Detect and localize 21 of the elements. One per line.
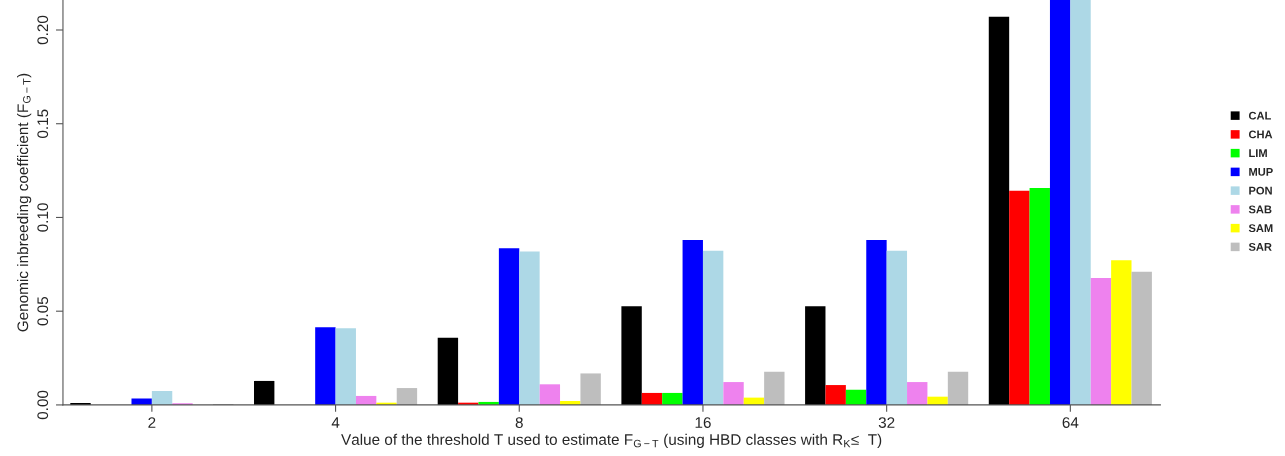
x-tick-label: 4 (331, 417, 340, 428)
legend-label: CHA (1248, 130, 1273, 139)
x-tick-label: 64 (1062, 417, 1079, 428)
legend-label: LIM (1249, 149, 1267, 157)
legend-label: MUP (1249, 168, 1273, 176)
legend-label: SAM (1248, 224, 1273, 233)
legend-label: SAR (1248, 242, 1272, 251)
x-tick-label: 2 (148, 417, 156, 428)
x-tick-label: 16 (695, 417, 711, 428)
y-tick-label: 0.10 (37, 203, 49, 232)
x-tick-label: 32 (878, 417, 895, 428)
y-tick-label: 0.00 (37, 390, 49, 420)
legend-label: PON (1249, 186, 1272, 195)
y-tick-label: 0.20 (37, 15, 49, 45)
legend-label: CAL (1248, 111, 1271, 120)
y-tick-label: 0.05 (37, 296, 49, 326)
y-axis-title: Genomic inbreeding coefficient (F$_{G−T}$) (17, 73, 32, 332)
x-tick-label: 8 (515, 417, 523, 428)
y-tick-label: 0.15 (37, 109, 49, 138)
x-axis-title: Value of the threshold T used to estimate F$_{G−T}$ (using HBD classes with R$_{K}$≤ T) (341, 433, 882, 448)
legend-label: SAB (1248, 205, 1272, 214)
